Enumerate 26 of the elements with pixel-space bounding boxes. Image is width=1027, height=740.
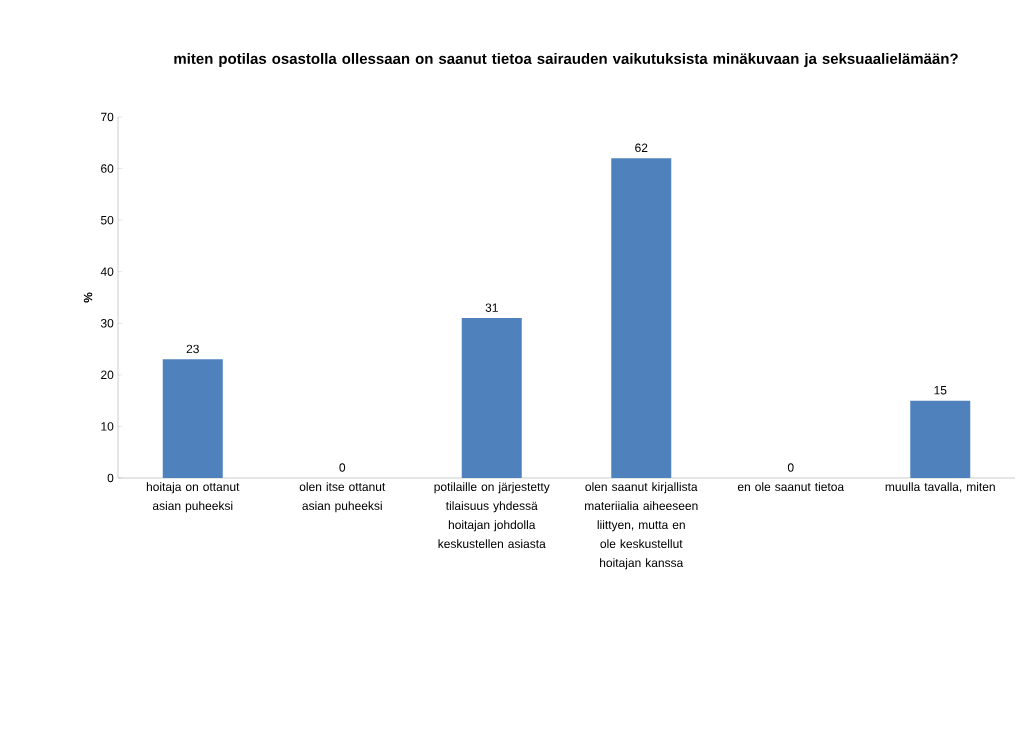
y-axis-title: % [83,292,93,303]
x-tick-label: olen saanut kirjallista materiialia aiheeseen liittyen, mutta en ole keskustellut hoitajan kanssa [585,482,698,570]
y-tick-label: 10 [101,422,114,431]
x-tick-label: hoitaja on ottanut asian puheeksi [146,482,240,513]
data-label: 0 [339,463,346,472]
x-tick-label: muulla tavalla, miten [885,482,995,493]
data-label: 62 [635,143,648,153]
data-label: 0 [787,463,794,472]
bar [910,400,971,478]
data-label: 15 [934,386,947,395]
bar [461,318,522,478]
bar [611,158,672,478]
x-tick-label: en ole saanut tietoa [737,482,845,491]
x-tick-label: potilaille on järjestetty tilaisuus yhdessä hoitajan johdolla keskustellen asiasta [434,482,550,548]
bar [162,359,223,478]
x-tick-label: olen itse ottanut asian puheeksi [299,482,386,513]
y-tick-label: 40 [100,267,114,276]
y-tick-label: 0 [107,473,114,483]
y-tick-label: 70 [101,112,114,122]
y-tick-label: 20 [101,370,114,380]
y-tick-label: 30 [100,319,114,328]
data-label: 23 [186,344,199,354]
data-label: 31 [485,303,498,312]
y-tick-label: 50 [100,215,114,225]
y-tick-label: 60 [101,164,114,173]
chart-title: miten potilas osastolla ollessaan on saanut tietoa sairauden vaikutuksista minäkuvaan ja seksuaalielämään? [174,52,958,67]
